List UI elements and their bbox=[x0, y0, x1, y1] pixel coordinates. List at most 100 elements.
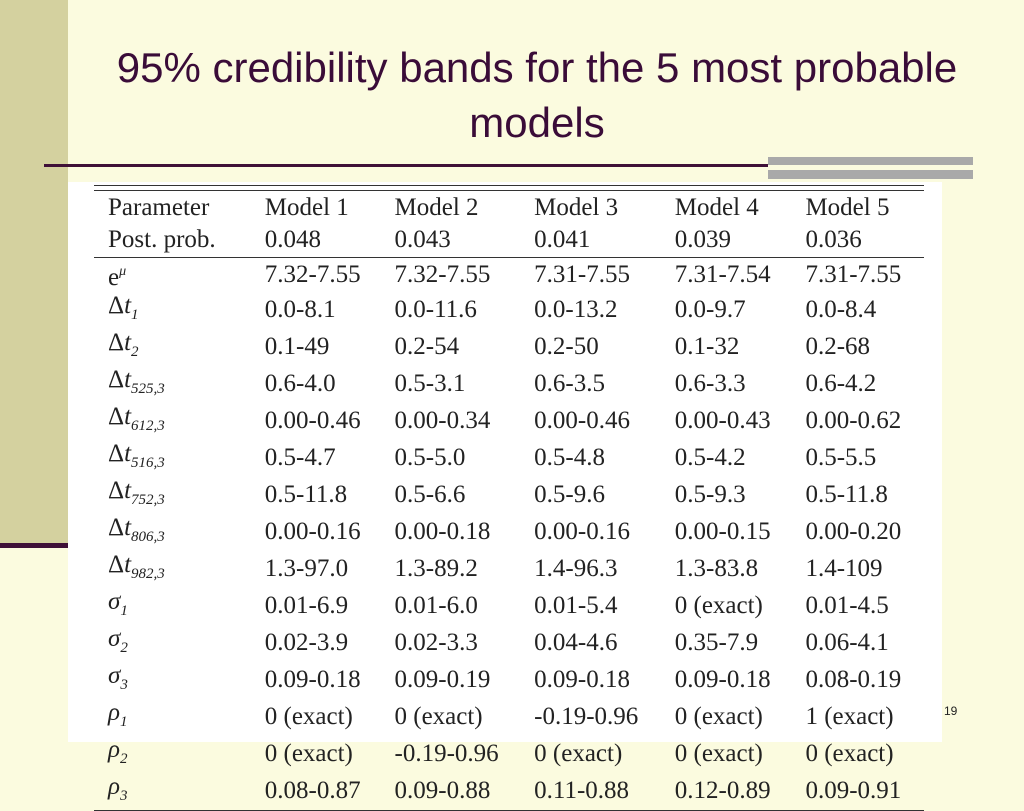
parameter-subscript: 2 bbox=[120, 750, 128, 767]
table-row: σ3 0.09-0.18 0.09-0.19 0.09-0.18 0.09-0.18 0.… bbox=[94, 662, 924, 699]
band-value-cell: 0.09-0.18 bbox=[534, 666, 630, 694]
band-value-cell: 0.0-8.4 bbox=[805, 296, 877, 324]
band-value-cell: 0.11-0.88 bbox=[534, 772, 675, 811]
band-value-cell: 0.2-68 bbox=[805, 333, 871, 361]
band-value-cell: 1.3-89.2 bbox=[394, 555, 478, 583]
band-value-cell: 0.00-0.62 bbox=[805, 407, 902, 435]
band-value-cell: 0.08-0.19 bbox=[805, 666, 902, 694]
band-value-cell: 0.02-3.9 bbox=[264, 629, 349, 657]
parameter-cell: Δt806,3 bbox=[94, 514, 265, 551]
parameter-symbol: Δt bbox=[108, 365, 132, 393]
table-row: Δt612,3 0.00-0.46 0.00-0.34 0.00-0.46 0.00-0… bbox=[94, 403, 924, 440]
parameter-symbol: σ bbox=[108, 661, 121, 689]
band-value-cell: 1.4-96.3 bbox=[534, 555, 618, 583]
parameter-symbol: e bbox=[108, 263, 120, 291]
band-value-cell: 0.5-4.2 bbox=[674, 444, 746, 472]
band-value-cell: 0.35-7.9 bbox=[674, 629, 759, 657]
parameter-symbol: Δt bbox=[108, 328, 132, 356]
band-value-cell: 0.1-32 bbox=[674, 333, 740, 361]
parameter-symbol: ρ bbox=[108, 772, 120, 800]
post-prob-value: 0.048 bbox=[264, 224, 395, 258]
band-value-cell: 0.0-11.6 bbox=[394, 296, 477, 324]
parameter-cell: Δt982,3 bbox=[94, 551, 265, 588]
band-value-cell: 0.09-0.91 bbox=[805, 772, 924, 811]
band-value-cell: 0.09-0.18 bbox=[674, 666, 771, 694]
band-value-cell: 0.5-9.6 bbox=[534, 481, 605, 509]
band-value-cell: 0.08-0.87 bbox=[264, 772, 395, 811]
band-value-cell: 0.5-4.7 bbox=[264, 444, 336, 472]
band-value-cell: 0.0-13.2 bbox=[534, 296, 618, 324]
band-value-cell: 1 (exact) bbox=[805, 703, 894, 731]
band-value-cell: 0.01-4.5 bbox=[805, 592, 889, 620]
parameter-symbol: ρ bbox=[108, 735, 120, 763]
band-value-cell: 0 (exact) bbox=[264, 703, 353, 731]
band-value-cell: 0.0-8.1 bbox=[264, 296, 336, 324]
parameter-subscript: 1 bbox=[120, 602, 128, 619]
parameter-subscript: 982,3 bbox=[131, 565, 165, 582]
parameter-cell: Δt1 bbox=[94, 292, 265, 329]
band-value-cell: 0.00-0.20 bbox=[805, 518, 902, 546]
parameter-symbol: ρ bbox=[108, 698, 120, 726]
band-value-cell: 0.1-49 bbox=[264, 333, 330, 361]
parameter-symbol: Δt bbox=[108, 513, 132, 541]
table-header-row: Parameter Model 1 Model 2 Model 3 Model … bbox=[94, 184, 924, 224]
band-value-cell: 0.00-0.15 bbox=[674, 518, 771, 546]
band-value-cell: 0 (exact) bbox=[674, 740, 763, 768]
parameter-cell: ρ1 bbox=[94, 699, 265, 736]
title-underline bbox=[44, 164, 768, 167]
table-row: ρ2 0 (exact) -0.19-0.96 0 (exact) 0 (exact) 0… bbox=[94, 736, 924, 773]
table-row: σ2 0.02-3.9 0.02-3.3 0.04-4.6 0.35-7.9 0.06-4… bbox=[94, 625, 924, 662]
parameter-symbol: Δt bbox=[108, 402, 132, 430]
sidebar-divider-line bbox=[0, 543, 68, 548]
band-value-cell: 0.09-0.88 bbox=[394, 772, 535, 811]
band-value-cell: 7.32-7.55 bbox=[394, 260, 491, 288]
parameter-subscript: 3 bbox=[120, 676, 128, 693]
band-value-cell: 0.00-0.46 bbox=[264, 407, 361, 435]
header-model-3: Model 3 bbox=[534, 194, 619, 222]
title-accent-bars bbox=[768, 157, 973, 179]
post-prob-value: 0.043 bbox=[394, 224, 535, 258]
band-value-cell: -0.19-0.96 bbox=[394, 740, 499, 768]
parameter-symbol: σ bbox=[108, 587, 121, 615]
band-value-cell: 0.5-9.3 bbox=[674, 481, 746, 509]
table-row: Δt982,3 1.3-97.0 1.3-89.2 1.4-96.3 1.3-83.8 1… bbox=[94, 551, 924, 588]
band-value-cell: 0.0-9.7 bbox=[674, 296, 746, 324]
band-value-cell: 0.00-0.18 bbox=[394, 518, 491, 546]
band-value-cell: 0.01-5.4 bbox=[534, 592, 618, 620]
band-value-cell: 0.06-4.1 bbox=[805, 629, 889, 657]
band-value-cell: 0.2-54 bbox=[394, 333, 460, 361]
header-model-2: Model 2 bbox=[394, 194, 479, 222]
band-value-cell: 7.31-7.55 bbox=[805, 260, 902, 288]
band-value-cell: 0 (exact) bbox=[394, 703, 483, 731]
table-row: Δt2 0.1-49 0.2-54 0.2-50 0.1-32 0.2-68 bbox=[94, 329, 924, 366]
parameter-superscript: μ bbox=[119, 263, 127, 279]
parameter-subscript: 516,3 bbox=[131, 454, 165, 471]
band-value-cell: 0.04-4.6 bbox=[534, 629, 618, 657]
band-value-cell: 7.32-7.55 bbox=[264, 260, 361, 288]
band-value-cell: 0.01-6.9 bbox=[264, 592, 349, 620]
band-value-cell: 0.5-3.1 bbox=[394, 370, 466, 398]
parameter-symbol: Δt bbox=[108, 550, 132, 578]
parameter-cell: ρ2 bbox=[94, 736, 265, 773]
band-value-cell: 0.00-0.16 bbox=[534, 518, 630, 546]
band-value-cell: 0 (exact) bbox=[805, 740, 894, 768]
parameter-cell: Δt752,3 bbox=[94, 477, 265, 514]
table-row: σ1 0.01-6.9 0.01-6.0 0.01-5.4 0 (exact) 0.01-… bbox=[94, 588, 924, 625]
band-value-cell: 0.2-50 bbox=[534, 333, 599, 361]
table-row: Δt1 0.0-8.1 0.0-11.6 0.0-13.2 0.0-9.7 0.0-8.4 bbox=[94, 292, 924, 329]
table-row: Δt752,3 0.5-11.8 0.5-6.6 0.5-9.6 0.5-9.3 0.5-… bbox=[94, 477, 924, 514]
parameter-symbol: σ bbox=[108, 624, 121, 652]
parameter-cell: σ3 bbox=[94, 662, 265, 699]
band-value-cell: 1.3-97.0 bbox=[264, 555, 349, 583]
parameter-cell: σ2 bbox=[94, 625, 265, 662]
band-value-cell: 7.31-7.54 bbox=[674, 260, 771, 288]
band-value-cell: 0.6-3.5 bbox=[534, 370, 605, 398]
table-body: eμ 7.32-7.55 7.32-7.55 7.31-7.55 7.31-7.54 7.… bbox=[94, 257, 924, 811]
band-value-cell: 0.6-4.0 bbox=[264, 370, 336, 398]
band-value-cell: 0.02-3.3 bbox=[394, 629, 478, 657]
post-prob-row: Post. prob. 0.048 0.043 0.041 0.039 0.03… bbox=[94, 224, 924, 258]
parameter-cell: Δt525,3 bbox=[94, 366, 265, 403]
band-value-cell: 0 (exact) bbox=[264, 740, 353, 768]
credibility-bands-table: Parameter Model 1 Model 2 Model 3 Model … bbox=[94, 184, 924, 811]
post-prob-label: Post. prob. bbox=[94, 224, 265, 258]
